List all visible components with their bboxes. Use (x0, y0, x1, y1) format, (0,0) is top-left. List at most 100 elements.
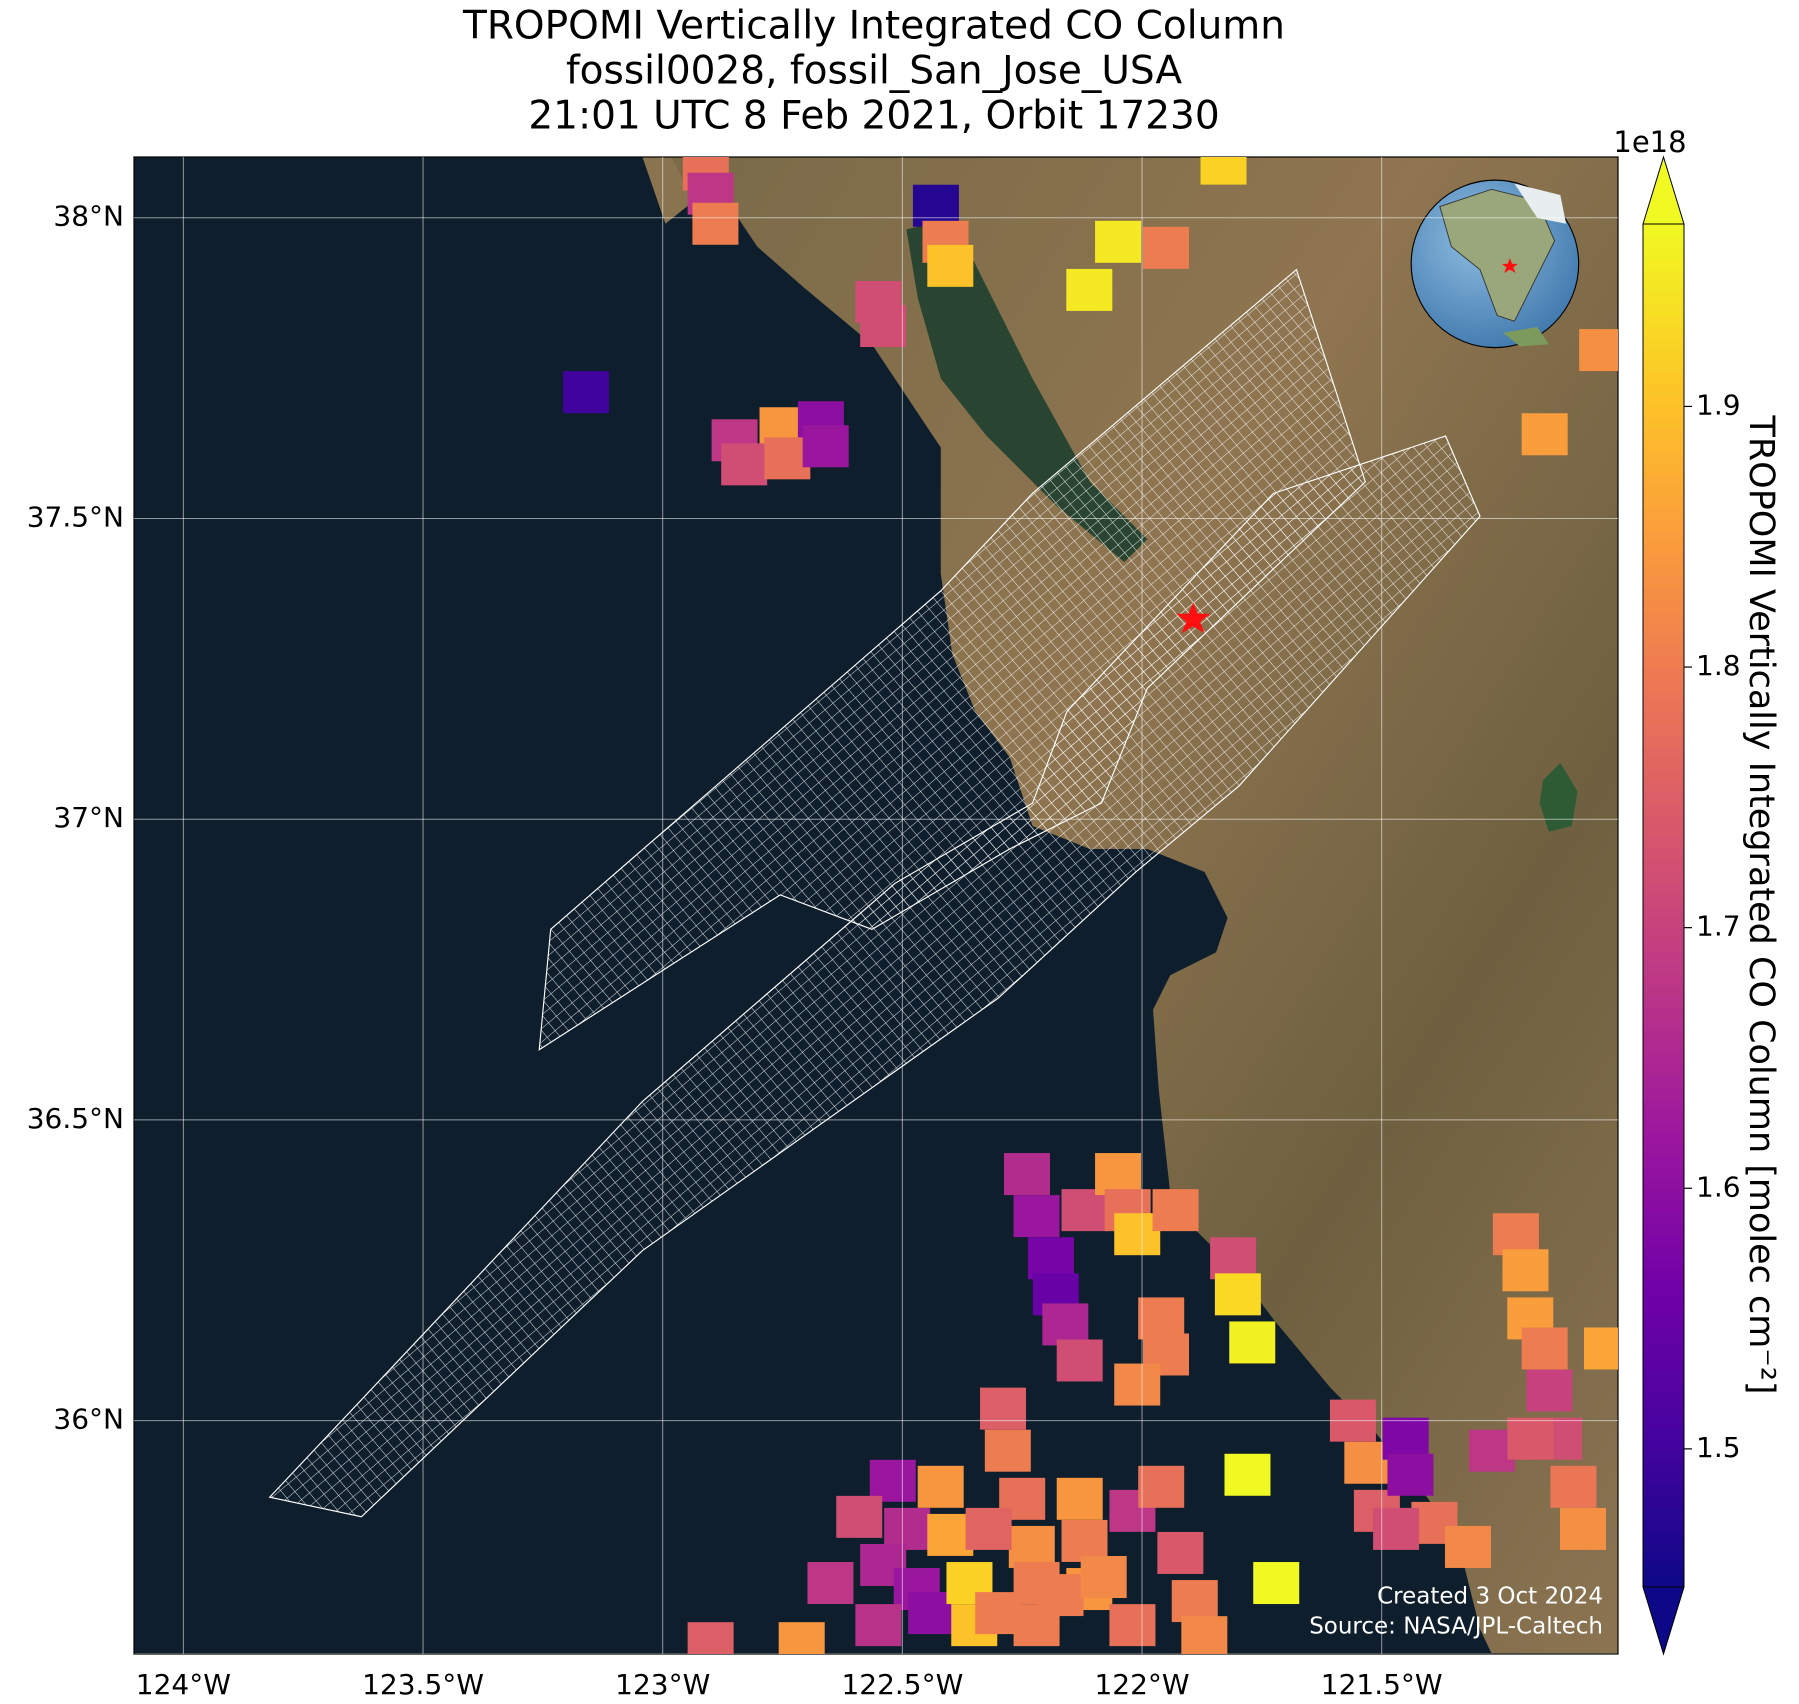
co-pixel (1013, 1195, 1060, 1238)
colorbar-segment (1643, 837, 1684, 850)
colorbar-segment (1643, 1439, 1684, 1452)
colorbar-segment (1643, 1371, 1684, 1384)
colorbar-segment (1643, 383, 1684, 395)
colorbar-segment (1643, 428, 1684, 441)
chart-subtitle: 21:01 UTC 8 Feb 2021, Orbit 17230 (528, 94, 1219, 139)
colorbar-segment (1643, 235, 1684, 248)
colorbar-segment (1643, 644, 1684, 657)
colorbar-segment (1643, 1496, 1684, 1509)
colorbar-segment (1643, 439, 1684, 452)
colorbar-segment (1643, 973, 1684, 986)
co-pixel (802, 425, 849, 468)
colorbar-segment (1643, 894, 1684, 907)
co-pixel (1114, 1213, 1161, 1256)
colorbar-segment (1643, 326, 1684, 339)
co-pixel (1157, 1531, 1204, 1574)
colorbar-segment (1643, 848, 1684, 861)
co-pixel (1056, 1477, 1103, 1520)
co-pixel (1507, 1417, 1554, 1460)
colorbar-tick-label: 1.6 (1696, 1170, 1741, 1203)
colorbar-segment (1643, 587, 1684, 600)
co-pixel (1114, 1363, 1161, 1406)
colorbar-segment (1643, 712, 1684, 725)
co-pixel (778, 1622, 825, 1654)
y-tick-label: 36.5°N (27, 1102, 124, 1135)
colorbar-segment (1643, 451, 1684, 464)
colorbar-segment (1643, 939, 1684, 952)
colorbar-segment (1643, 610, 1684, 623)
colorbar-segment (1643, 621, 1684, 634)
co-pixel (563, 371, 610, 414)
colorbar-segment (1643, 735, 1684, 748)
co-pixel (1583, 1327, 1618, 1370)
co-pixel (1502, 1249, 1549, 1292)
colorbar-segment (1643, 292, 1684, 305)
colorbar-segment (1643, 1450, 1684, 1463)
co-pixel (1344, 1441, 1391, 1484)
co-pixel (1109, 1604, 1156, 1647)
colorbar-segment (1643, 1541, 1684, 1554)
co-pixel (1142, 226, 1189, 269)
co-pixel (1253, 1562, 1300, 1605)
co-pixel (764, 437, 811, 480)
colorbar-segment (1643, 746, 1684, 759)
colorbar-segment (1643, 1053, 1684, 1066)
co-pixel (1224, 1453, 1271, 1496)
x-tick-label: 124°W (136, 1668, 231, 1701)
colorbar-tick-label: 1.5 (1696, 1431, 1741, 1464)
co-pixel (1037, 1574, 1084, 1617)
colorbar-segment (1643, 916, 1684, 929)
co-pixel (1210, 1237, 1257, 1280)
colorbar-segment (1643, 1518, 1684, 1531)
colorbar-segment (1643, 1484, 1684, 1497)
co-pixel (1382, 1417, 1429, 1460)
colorbar-segment (1643, 1200, 1684, 1213)
co-pixel (1066, 268, 1113, 311)
co-pixel (1200, 157, 1247, 185)
colorbar-segment (1643, 1552, 1684, 1565)
co-pixel (1042, 1303, 1089, 1346)
colorbar-segment (1643, 1098, 1684, 1111)
colorbar-tick-label: 1.7 (1696, 910, 1741, 943)
co-pixel (1095, 220, 1142, 263)
colorbar-segment (1643, 871, 1684, 884)
colorbar-frame (1642, 224, 1685, 1587)
co-pixel (836, 1495, 883, 1538)
colorbar-offset: 1e18 (1613, 125, 1686, 159)
colorbar-segment (1643, 530, 1684, 543)
colorbar-segment (1643, 1337, 1684, 1350)
co-pixel (965, 1507, 1012, 1550)
co-pixel (1214, 1273, 1261, 1316)
colorbar-segment (1643, 1416, 1684, 1429)
colorbar-segment (1643, 655, 1684, 668)
co-pixel (912, 184, 959, 227)
colorbar-segment (1643, 485, 1684, 498)
colorbar-extend (1642, 155, 1685, 225)
co-pixel (1229, 1321, 1276, 1364)
colorbar-segment (1643, 780, 1684, 793)
x-tick-label: 121.5°W (1321, 1668, 1443, 1701)
y-tick-label: 37°N (53, 801, 124, 834)
colorbar-segment (1643, 905, 1684, 918)
colorbar-segment (1643, 417, 1684, 430)
x-tick-label: 122°W (1094, 1668, 1189, 1701)
co-pixel (1550, 1465, 1597, 1508)
colorbar-segment (1643, 1087, 1684, 1100)
x-tick-label: 123.5°W (362, 1668, 484, 1701)
colorbar-segment (1643, 496, 1684, 509)
colorbar-segment (1643, 337, 1684, 350)
colorbar-segment (1643, 1314, 1684, 1327)
co-pixel (721, 443, 768, 486)
colorbar-label: TROPOMI Vertically Integrated CO Column … (1741, 414, 1781, 1394)
colorbar-segment (1643, 678, 1684, 691)
credit: Created 3 Oct 2024 (1377, 1584, 1603, 1610)
colorbar-segment (1643, 882, 1684, 895)
colorbar-segment (1643, 564, 1684, 577)
co-pixel (1181, 1616, 1228, 1654)
co-pixel (869, 1459, 916, 1502)
colorbar-tick-label: 1.8 (1696, 649, 1741, 682)
colorbar-segment (1643, 576, 1684, 589)
co-pixel (1560, 1507, 1607, 1550)
y-tick-label: 37.5°N (27, 500, 124, 533)
colorbar-segment (1643, 462, 1684, 475)
